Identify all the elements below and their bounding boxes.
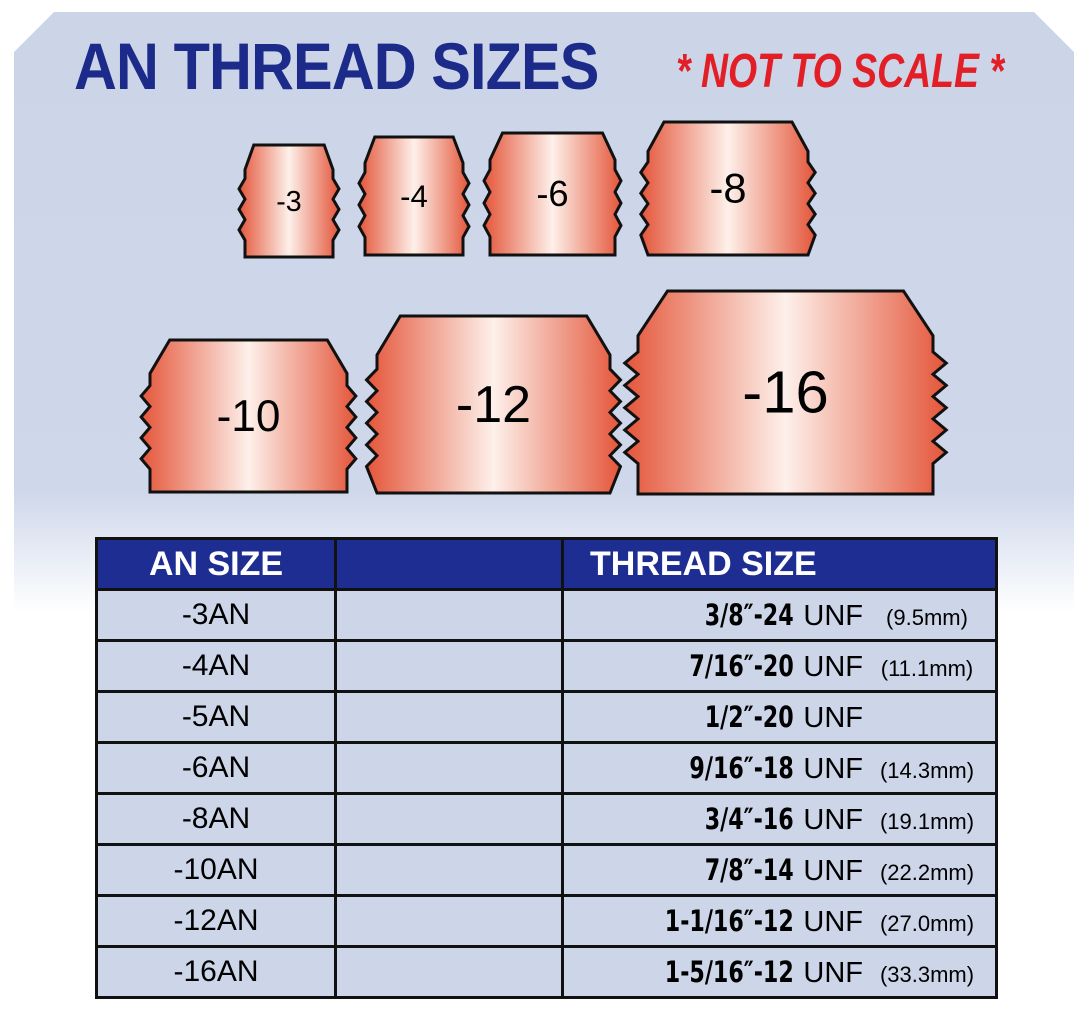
thread-fraction: 3/8″-24 bbox=[704, 597, 794, 632]
fitting-label: -3 bbox=[276, 186, 301, 218]
fitting-label: -16 bbox=[742, 359, 828, 426]
thread-unit: UNF bbox=[803, 650, 863, 683]
an-size-cell: -6AN bbox=[95, 741, 337, 795]
an-size-cell: -12AN bbox=[95, 894, 337, 948]
page-title: AN THREAD SIZES bbox=[74, 29, 599, 103]
thread-fraction: 1-1/16″-12 bbox=[664, 903, 794, 938]
header-an-size: AN SIZE bbox=[95, 537, 337, 591]
thread-unit: UNF bbox=[803, 599, 863, 632]
thread-fraction: 3/4″-16 bbox=[704, 801, 794, 836]
fitting-shape bbox=[638, 120, 818, 257]
fitting-label: -6 bbox=[536, 173, 568, 214]
thread-fraction: 7/16″-20 bbox=[689, 648, 794, 683]
thread-unit: UNF bbox=[803, 956, 863, 989]
thread-size-cell: 1/2″-20 UNF bbox=[561, 690, 998, 744]
blank-cell bbox=[334, 639, 564, 693]
blank-cell bbox=[334, 690, 564, 744]
table-row: -4AN 7/16″-20 UNF (11.1mm) bbox=[95, 639, 998, 693]
thread-size-cell: 3/8″-24 UNF (9.5mm) bbox=[561, 588, 998, 642]
thread-metric: (22.2mm) bbox=[879, 859, 975, 885]
table-row: -5AN 1/2″-20 UNF bbox=[95, 690, 998, 744]
fitting-shape bbox=[364, 314, 623, 495]
an-size-cell: -16AN bbox=[95, 945, 337, 999]
thread-metric: (9.5mm) bbox=[886, 604, 968, 630]
thread-metric: (14.3mm) bbox=[879, 757, 975, 783]
thread-size-cell: 7/16″-20 UNF (11.1mm) bbox=[561, 639, 998, 693]
thread-metric: (11.1mm) bbox=[880, 655, 974, 681]
fittings-illustration: -3 -4 -6 -8 -10 -12 -16 bbox=[139, 120, 949, 496]
an-size-cell: -10AN bbox=[95, 843, 337, 897]
thread-unit: UNF bbox=[803, 905, 863, 938]
blank-cell bbox=[334, 588, 564, 642]
an-size-cell: -3AN bbox=[95, 588, 337, 642]
an-size-cell: -5AN bbox=[95, 690, 337, 744]
thread-size-cell: 1-1/16″-12 UNF (27.0mm) bbox=[561, 894, 998, 948]
fitting-label: -4 bbox=[400, 179, 428, 214]
fitting-shape bbox=[622, 289, 949, 496]
table-row: -16AN 1-5/16″-12 UNF (33.3mm) bbox=[95, 945, 998, 999]
table-row: -8AN 3/4″-16 UNF (19.1mm) bbox=[95, 792, 998, 846]
blank-cell bbox=[334, 741, 564, 795]
table-header-row: AN SIZE THREAD SIZE bbox=[95, 537, 998, 591]
fitting-label: -8 bbox=[710, 164, 747, 211]
header-thread-size: THREAD SIZE bbox=[561, 537, 998, 591]
thread-size-cell: 9/16″-18 UNF (14.3mm) bbox=[561, 741, 998, 795]
table-row: -12AN 1-1/16″-12 UNF (27.0mm) bbox=[95, 894, 998, 948]
blank-cell bbox=[334, 945, 564, 999]
thread-size-table: AN SIZE THREAD SIZE -3AN 3/8″-24 UNF (9.5m… bbox=[95, 537, 998, 999]
blank-cell bbox=[334, 894, 564, 948]
fitting-shape bbox=[357, 135, 471, 257]
fitting-shape bbox=[237, 143, 341, 259]
an-size-cell: -4AN bbox=[95, 639, 337, 693]
thread-fraction: 1/2″-20 bbox=[704, 699, 794, 734]
blank-cell bbox=[334, 792, 564, 846]
thread-metric: (27.0mm) bbox=[879, 910, 975, 936]
table-row: -10AN 7/8″-14 UNF (22.2mm) bbox=[95, 843, 998, 897]
fitting-shape bbox=[139, 338, 358, 494]
thread-fraction: 9/16″-18 bbox=[689, 750, 794, 785]
thread-unit: UNF bbox=[803, 701, 863, 734]
table-row: -3AN 3/8″-24 UNF (9.5mm) bbox=[95, 588, 998, 642]
thread-fraction: 7/8″-14 bbox=[704, 852, 794, 887]
an-size-cell: -8AN bbox=[95, 792, 337, 846]
fitting-label: -10 bbox=[217, 392, 281, 441]
fitting-label: -12 bbox=[456, 376, 531, 434]
thread-unit: UNF bbox=[803, 803, 863, 836]
thread-size-cell: 1-5/16″-12 UNF (33.3mm) bbox=[561, 945, 998, 999]
thread-metric: (33.3mm) bbox=[879, 961, 975, 987]
thread-unit: UNF bbox=[803, 854, 863, 887]
fitting-shape bbox=[482, 131, 623, 257]
thread-unit: UNF bbox=[803, 752, 863, 785]
not-to-scale-note: * NOT TO SCALE * bbox=[676, 45, 1004, 98]
table-row: -6AN 9/16″-18 UNF (14.3mm) bbox=[95, 741, 998, 795]
blank-cell bbox=[334, 843, 564, 897]
thread-metric: (19.1mm) bbox=[879, 808, 975, 834]
thread-size-cell: 3/4″-16 UNF (19.1mm) bbox=[561, 792, 998, 846]
thread-fraction: 1-5/16″-12 bbox=[664, 954, 794, 989]
header-blank bbox=[334, 537, 564, 591]
thread-size-cell: 7/8″-14 UNF (22.2mm) bbox=[561, 843, 998, 897]
